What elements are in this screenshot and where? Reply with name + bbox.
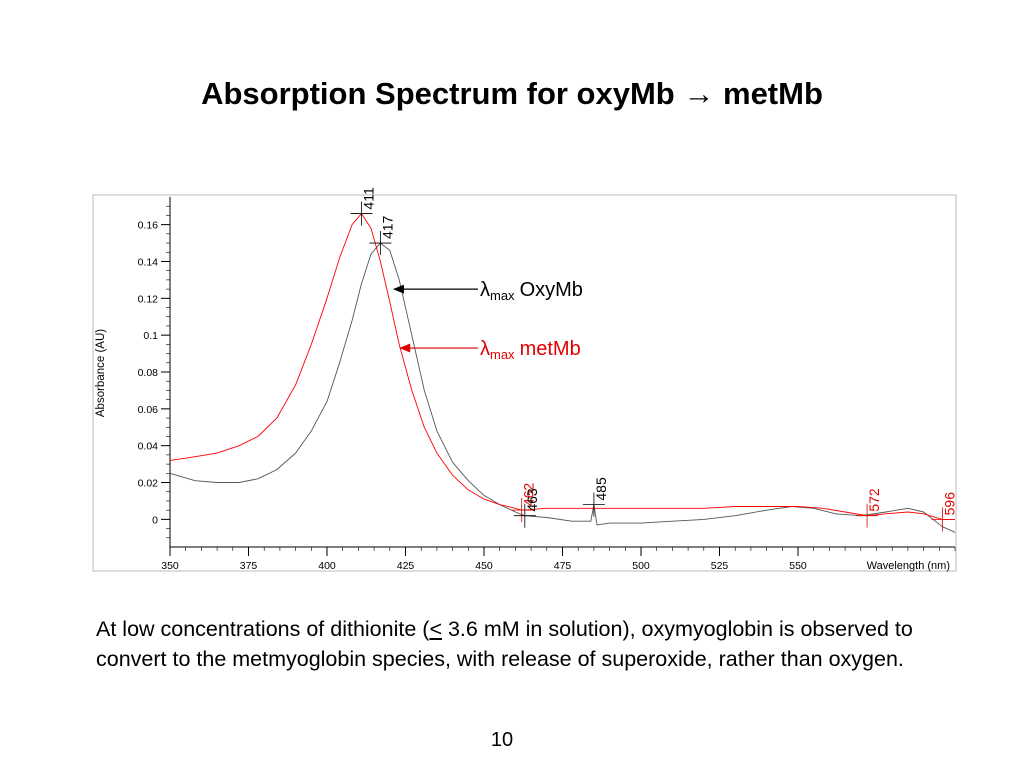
y-tick-label: 0 (152, 514, 158, 526)
peak-label: 411 (361, 187, 377, 210)
y-tick-label: 0.12 (138, 293, 159, 305)
series-line-metmb (169, 213, 955, 520)
caption-paragraph: At low concentrations of dithionite (< 3… (96, 614, 986, 674)
lambda-subscript: max (490, 347, 515, 362)
callout-lambda-max-oxymb: λmax OxyMb (392, 279, 583, 303)
x-tick-label: 375 (240, 560, 258, 572)
peak-label: 417 (379, 215, 395, 239)
arrowhead-icon (392, 284, 404, 294)
peak-label: 463 (524, 488, 540, 512)
caption-less-equal-symbol: < (429, 617, 442, 641)
title-main: Absorption Spectrum for oxyMb (201, 76, 675, 111)
caption-text-end: 3.6 mM in solution), oxymyoglobin is obs… (96, 617, 913, 671)
slide-title: Absorption Spectrum for oxyMb → metMb (0, 76, 1024, 112)
x-tick-label: 425 (397, 560, 415, 572)
x-tick-label: 550 (789, 560, 807, 572)
y-tick-label: 0.1 (143, 330, 158, 342)
peak-label: 462 (521, 483, 537, 507)
lambda-symbol: λ (480, 279, 490, 301)
x-tick-label: 400 (318, 560, 336, 572)
x-axis-title: Wavelength (nm) (867, 560, 950, 572)
peak-label: 485 (593, 477, 609, 501)
peak-label: 572 (866, 488, 882, 512)
x-tick-label: 525 (711, 560, 729, 572)
callout-species: metMb (520, 338, 581, 360)
caption-text-start: At low concentrations of dithionite ( (96, 617, 430, 641)
callout-label: λmax metMb (480, 338, 581, 362)
y-tick-label: 0.08 (138, 367, 159, 379)
axes-layer: 0 0.02 0.04 0.06 0.08 0.1 0.12 0.14 0.16 350 375 40… (138, 197, 956, 572)
arrowhead-icon (399, 343, 411, 353)
title-arrow-icon: → (683, 76, 715, 111)
y-tick-label: 0.02 (138, 478, 159, 490)
x-tick-label: 500 (632, 560, 650, 572)
lambda-symbol: λ (480, 338, 490, 360)
page-number: 10 (490, 729, 514, 751)
callout-species: OxyMb (520, 279, 583, 301)
y-tick-label: 0.06 (138, 404, 159, 416)
y-tick-label: 0.16 (138, 220, 159, 232)
x-tick-label: 350 (161, 560, 179, 572)
callout-label: λmax OxyMb (480, 279, 583, 303)
title-end: metMb (723, 76, 823, 111)
x-tick-label: 475 (554, 560, 572, 572)
chart-frame (92, 194, 957, 572)
callout-lambda-max-metmb: λmax metMb (399, 338, 581, 362)
y-tick-label: 0.14 (138, 256, 159, 268)
absorption-spectrum-chart: 0 0.02 0.04 0.06 0.08 0.1 0.12 0.14 0.16 350 375 40… (92, 187, 957, 572)
y-axis-title: Absorbance (AU) (95, 329, 107, 417)
series-layer (169, 213, 956, 533)
lambda-subscript: max (490, 288, 515, 303)
y-tick-label: 0.04 (138, 441, 159, 453)
peak-label: 596 (941, 492, 957, 516)
x-tick-label: 450 (475, 560, 493, 572)
